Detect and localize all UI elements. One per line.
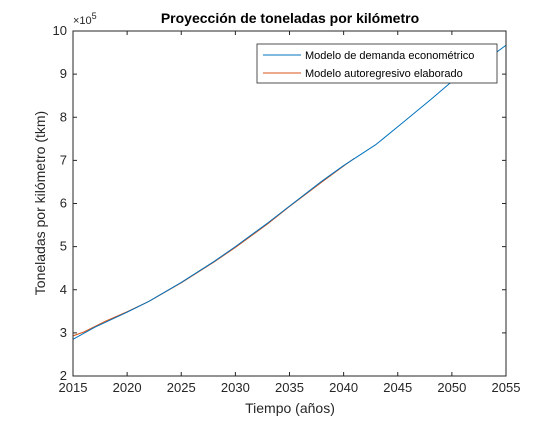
series-line-0: [72, 44, 507, 340]
y-tick-label: 6: [60, 196, 67, 211]
y-tick-label: 3: [60, 325, 67, 340]
legend-label-1: Modelo autoregresivo elaborado: [305, 68, 463, 80]
x-tick-label: 2050: [437, 380, 466, 395]
y-axis-label: Toneladas por kilómetro (tkm): [32, 111, 48, 295]
x-tick-label: 2025: [167, 380, 196, 395]
x-axis-label: Tiempo (años): [245, 400, 335, 416]
x-tick-label: 2030: [221, 380, 250, 395]
y-tick-label: 8: [60, 109, 67, 124]
x-tick-label: 2035: [275, 380, 304, 395]
y-tick-label: 4: [60, 282, 67, 297]
series-layer: [72, 44, 507, 340]
chart-title: Proyección de toneladas por kilómetro: [161, 10, 419, 26]
y-exponent-base: ×10: [73, 15, 92, 27]
y-tick-label: 9: [60, 66, 67, 81]
legend: Modelo de demanda econométrico Modelo au…: [256, 43, 498, 84]
legend-box: [256, 43, 498, 84]
x-tick-label: 2055: [492, 380, 521, 395]
axis-ticks: 2015 2020 2025 2030 2035 2040 2045 2050 2055 2 3 4 5…: [53, 23, 521, 395]
plot-frame: [72, 30, 507, 377]
x-tick-label: 2045: [383, 380, 412, 395]
x-tick-label: 2020: [113, 380, 142, 395]
y-tick-label: 2: [60, 368, 67, 383]
x-tick-label: 2015: [59, 380, 88, 395]
legend-label-0: Modelo de demanda econométrico: [305, 50, 474, 62]
y-tick-label: 5: [60, 239, 67, 254]
y-exponent-power: 5: [92, 11, 97, 21]
x-tick-label: 2040: [329, 380, 358, 395]
y-tick-label: 10: [53, 23, 67, 38]
y-exponent-label: ×105: [73, 11, 97, 27]
plot-area: [73, 31, 506, 376]
y-tick-label: 7: [60, 152, 67, 167]
